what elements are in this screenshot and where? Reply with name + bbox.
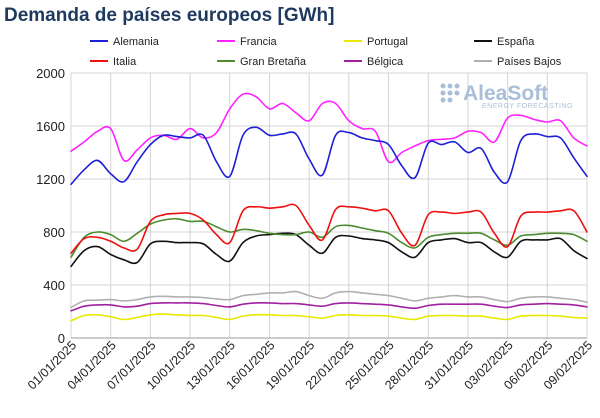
chart-title: Demanda de países europeos [GWh]	[4, 5, 334, 26]
series-lines	[70, 92, 588, 322]
y-tick-label: 400	[43, 278, 65, 293]
watermark-tagline: ENERGY FORECASTING	[482, 103, 573, 110]
legend-label: Bélgica	[367, 56, 404, 68]
series-line-alemania	[70, 126, 588, 186]
legend-label: Italia	[113, 56, 137, 68]
y-axis-ticks: 0 400 800 1200 1600 2000	[36, 66, 65, 346]
legend-label: España	[497, 36, 535, 48]
legend: Alemania Francia Portugal España Italia Gran …	[90, 36, 562, 68]
legend-label: Gran Bretaña	[240, 56, 307, 68]
series-line-espana	[70, 232, 588, 268]
series-line-portugal	[70, 313, 588, 322]
series-line-francia	[70, 92, 588, 164]
series-line-belgica	[70, 301, 588, 312]
aleasoft-logo-icon	[440, 83, 460, 103]
y-tick-label: 0	[58, 331, 65, 346]
legend-label: Francia	[240, 36, 278, 48]
grid	[70, 72, 588, 339]
y-tick-label: 1200	[36, 172, 65, 187]
watermark: AleaSoft ENERGY FORECASTING	[440, 82, 573, 110]
legend-label: Portugal	[367, 36, 408, 48]
watermark-brand: AleaSoft	[463, 82, 548, 105]
y-tick-label: 800	[43, 225, 65, 240]
legend-label: Alemania	[113, 36, 160, 48]
series-line-italia	[70, 203, 588, 254]
y-tick-label: 1600	[36, 119, 65, 134]
legend-label: Países Bajos	[497, 56, 562, 68]
x-axis-ticks: 01/01/202504/01/202507/01/202510/01/2025…	[25, 338, 595, 392]
y-tick-label: 2000	[36, 66, 65, 81]
series-line-paises-bajos	[70, 290, 588, 309]
